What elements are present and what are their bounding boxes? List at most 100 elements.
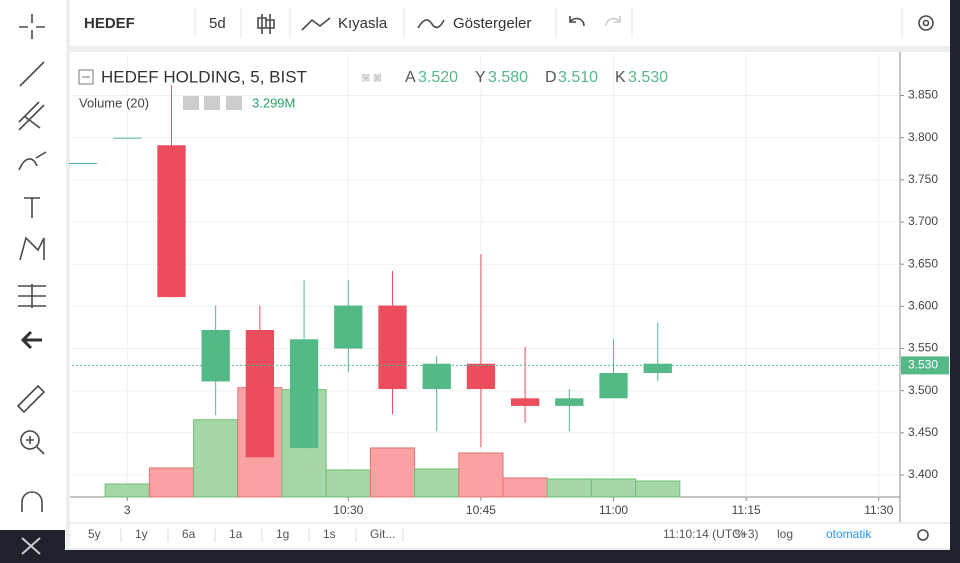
ohlc-key: K xyxy=(615,69,626,86)
range-button[interactable]: 6a xyxy=(182,527,196,541)
range-button[interactable]: 1g xyxy=(276,527,289,541)
y-tick-label: 3.500 xyxy=(908,383,938,397)
toolbar-divider xyxy=(194,8,903,38)
bottom-bar xyxy=(70,524,950,548)
candle-body xyxy=(510,398,540,406)
back-icon[interactable] xyxy=(20,330,42,350)
volume-bar xyxy=(635,480,681,498)
interval[interactable]: 5d xyxy=(209,15,226,32)
line-icon[interactable] xyxy=(19,61,45,87)
pattern-icon[interactable] xyxy=(19,236,45,261)
ohlc-value: 3.530 xyxy=(628,69,668,86)
ohlc-value: 3.510 xyxy=(558,69,598,86)
y-tick-label: 3.650 xyxy=(908,256,938,270)
y-tick-label: 3.700 xyxy=(908,214,938,228)
range-button[interactable]: 1s xyxy=(323,527,336,541)
volume-bar xyxy=(546,478,592,498)
candle-body xyxy=(599,373,628,399)
volume-bar xyxy=(369,447,416,498)
clock: 11:10:14 (UTC+3) xyxy=(663,527,759,541)
magnet-icon[interactable] xyxy=(21,491,43,512)
brush-icon[interactable] xyxy=(18,151,47,171)
auto-toggle[interactable]: otomatik xyxy=(826,527,872,541)
volume-bar xyxy=(193,419,239,498)
log-toggle[interactable]: log xyxy=(777,527,793,541)
settings-icon[interactable] xyxy=(918,15,934,31)
candle-body xyxy=(289,339,319,449)
y-tick-label: 3.750 xyxy=(908,172,938,186)
candle-body xyxy=(68,162,98,164)
candle-body xyxy=(245,329,275,458)
redo-icon[interactable] xyxy=(605,16,621,27)
zoom-icon[interactable] xyxy=(26,436,45,455)
y-tick-label: 3.550 xyxy=(908,341,938,355)
symbol[interactable]: HEDEF xyxy=(84,15,135,32)
settings-icon[interactable] xyxy=(204,96,220,110)
fib-icon[interactable] xyxy=(18,101,45,131)
ohlc-key: D xyxy=(545,69,557,86)
settings-icon[interactable] xyxy=(917,529,929,541)
x-tick-label: 10:30 xyxy=(333,503,363,517)
x-tick-label: 11:30 xyxy=(864,503,893,517)
volume-bar xyxy=(148,467,195,498)
text-icon[interactable] xyxy=(24,197,40,218)
ohlc-key: Y xyxy=(475,69,486,86)
chart-title: HEDEF HOLDING, 5, BIST xyxy=(101,67,307,86)
compare-icon[interactable] xyxy=(301,17,331,31)
indicators-button[interactable]: Göstergeler xyxy=(453,15,531,32)
x-tick-label: 10:45 xyxy=(466,503,496,517)
volume-bar xyxy=(502,477,548,498)
volume-value: 3.299M xyxy=(252,95,295,110)
zoom-icon[interactable] xyxy=(20,430,40,450)
visibility-icons[interactable]: ◙ ◙ xyxy=(362,69,381,84)
settings-icon[interactable] xyxy=(922,19,930,27)
y-tick-label: 3.600 xyxy=(908,299,938,313)
candle-body xyxy=(422,363,451,390)
y-tick-label: 3.850 xyxy=(908,88,938,102)
indicators-icon[interactable] xyxy=(417,19,445,29)
ohlc-value: 3.520 xyxy=(418,69,458,86)
range-button[interactable]: 5y xyxy=(88,527,101,541)
compare-button[interactable]: Kıyasla xyxy=(338,15,388,32)
range-button[interactable]: 1a xyxy=(229,527,243,541)
undo-icon[interactable] xyxy=(569,16,585,27)
x-tick-label: 3 xyxy=(124,503,131,517)
candle-body xyxy=(157,145,186,298)
candle-body xyxy=(201,329,230,382)
range-button[interactable]: 1y xyxy=(135,527,148,541)
left-toolbar xyxy=(0,0,65,563)
x-tick-label: 11:15 xyxy=(732,503,761,517)
top-toolbar xyxy=(70,0,950,46)
last-price-tag xyxy=(901,356,949,375)
volume-bar xyxy=(590,478,637,498)
measure-icon[interactable] xyxy=(18,284,46,308)
y-tick-label: 3.450 xyxy=(908,425,938,439)
candle-body xyxy=(113,137,142,139)
tool-icons[interactable] xyxy=(0,14,65,563)
volume-bar xyxy=(325,469,371,498)
candle-body xyxy=(378,305,407,390)
ohlc-key: A xyxy=(405,69,416,86)
ohlc-value: 3.580 xyxy=(488,69,528,86)
last-price-label: 3.530 xyxy=(908,358,938,372)
ruler-icon[interactable] xyxy=(16,384,46,414)
y-tick-label: 3.800 xyxy=(908,130,938,144)
volume-bar xyxy=(104,483,150,498)
candle-body xyxy=(643,363,672,374)
percent-toggle[interactable]: % xyxy=(735,527,746,541)
volume-bar xyxy=(458,452,504,498)
eye-icon[interactable] xyxy=(183,96,199,110)
y-tick-label: 3.400 xyxy=(908,467,938,481)
collapse-box[interactable] xyxy=(78,69,94,85)
crosshair-icon[interactable] xyxy=(19,14,45,39)
candle-body xyxy=(555,398,584,406)
chart-type-icon[interactable] xyxy=(257,14,275,34)
range-button[interactable]: Git... xyxy=(370,527,395,541)
x-tick-label: 11:00 xyxy=(599,503,628,517)
candle-body xyxy=(334,305,363,349)
close-icon[interactable] xyxy=(226,96,242,110)
volume-bar xyxy=(414,468,460,498)
remove-icon[interactable] xyxy=(21,537,41,555)
volume-name: Volume (20) xyxy=(79,95,149,110)
